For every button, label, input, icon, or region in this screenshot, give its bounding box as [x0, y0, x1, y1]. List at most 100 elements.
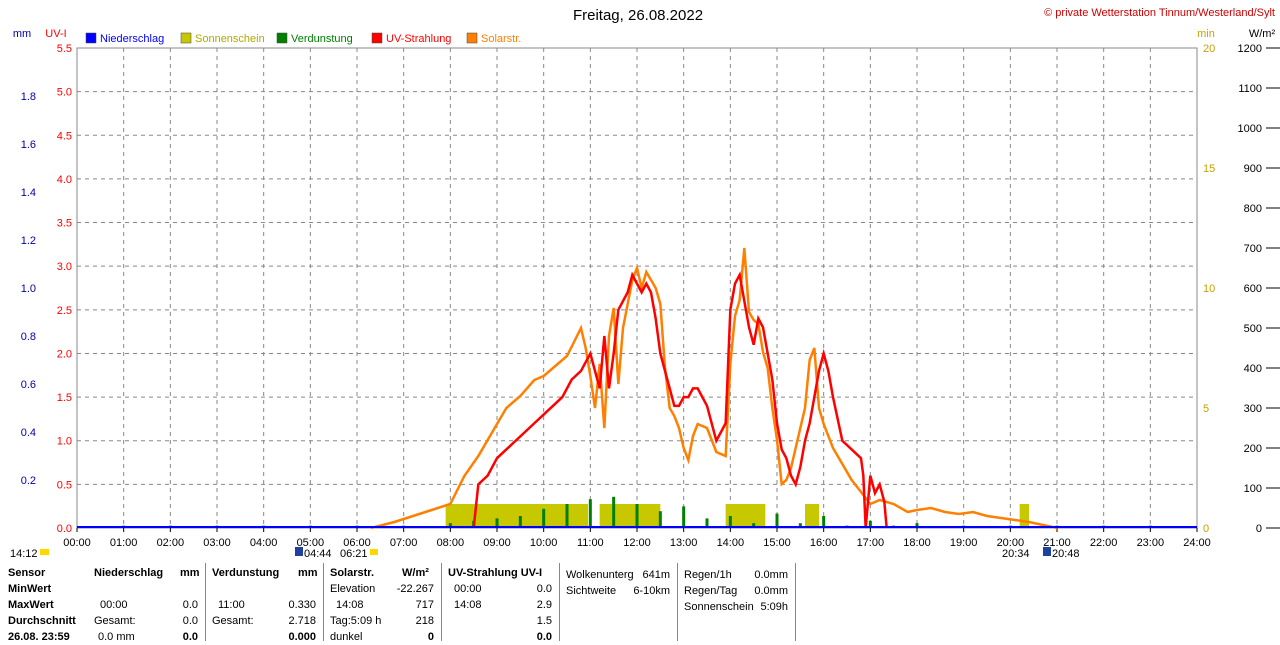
sunrise-icon: [295, 547, 303, 556]
mm-tick-label: 1.8: [21, 91, 36, 103]
uv-tick-label: 2.0: [57, 348, 72, 360]
niederschlag-max-val: 0.0: [182, 599, 198, 611]
sunset1-label: 20:34: [1002, 548, 1030, 560]
verdunstung-column: Verdunstung mm 11:00 0.330 Gesamt: 2.718…: [206, 563, 322, 643]
sunset2-label: 20:48: [1052, 548, 1080, 560]
rain-hour-val: 0.0mm: [754, 569, 788, 581]
legend-label: UV-Strahlung: [386, 33, 451, 45]
sunshine-label: Sonnenschein: [684, 601, 754, 613]
uv-tick-label: 3.5: [57, 218, 72, 230]
sunrise1-label: 04:44: [304, 548, 332, 560]
wm2-tick-label: 600: [1244, 283, 1262, 295]
x-tick-label: 23:00: [1137, 537, 1165, 549]
mm-tick-label: 0.8: [21, 331, 36, 343]
sunset-icon: [1043, 547, 1051, 556]
verdunstung-total-val: 2.718: [288, 615, 316, 627]
wm2-tick-label: 1200: [1238, 43, 1262, 55]
sun-info: 14:12 04:44 06:21 20:34 20:48: [10, 547, 1080, 560]
sunshine-bar: [725, 504, 766, 528]
solar-day-label: Tag:5:09 h: [330, 615, 382, 627]
rain-day-label: Regen/Tag: [684, 585, 738, 597]
solar-elev-label: Elevation: [330, 583, 376, 595]
x-tick-label: 12:00: [623, 537, 651, 549]
row-labels: Sensor MinWert MaxWert Durchschnitt 26.0…: [0, 563, 88, 643]
sunrise-sun-icon: [370, 549, 378, 555]
legend: Niederschlag Sonnenschein Verdunstung UV-St…: [85, 32, 521, 45]
uv-max-val: 2.9: [536, 599, 552, 611]
uv-tick-label: 3.0: [57, 261, 72, 273]
x-tick-label: 14:00: [717, 537, 745, 549]
legend-label: Solarstr.: [481, 33, 521, 45]
unit-uv-label: UV-I: [45, 28, 66, 40]
uv-last-val: 0.0: [536, 631, 552, 643]
solar-max-val: 717: [415, 599, 434, 611]
rain-column: Regen/1h 0.0mm Regen/Tag 0.0mm Sonnensch…: [678, 563, 794, 641]
legend-label: Niederschlag: [100, 33, 164, 45]
x-tick-label: 24:00: [1183, 537, 1211, 549]
legend-swatch: [276, 32, 288, 44]
wm2-tick-label: 100: [1244, 483, 1262, 495]
x-tick-label: 00:00: [63, 537, 91, 549]
verdunstung-last-right: 0.000: [288, 631, 316, 643]
wm2-tick-label: 400: [1244, 363, 1262, 375]
x-tick-label: 19:00: [950, 537, 978, 549]
x-tick-label: 13:00: [670, 537, 698, 549]
visibility-label: Sichtweite: [566, 585, 617, 597]
niederschlag-last-right: 0.0: [182, 631, 198, 643]
wm2-tick-label: 300: [1244, 403, 1262, 415]
wm2-tick-label: 200: [1244, 443, 1262, 455]
solar-elev-val: -22.267: [396, 583, 434, 595]
verdunstung-max-time: 11:00: [218, 599, 245, 611]
solar-column: Solarstr. W/m² Elevation -22.267 14:08 7…: [324, 563, 440, 643]
uv-line: [472, 271, 888, 529]
solar-unit: W/m²: [402, 567, 429, 579]
niederschlag-title: Niederschlag: [94, 567, 164, 579]
mm-tick-label: 1.0: [21, 283, 36, 295]
x-tick-label: 16:00: [810, 537, 838, 549]
uv-column: UV-Strahlung UV-I 00:00 0.0 14:08 2.9 1.…: [442, 563, 558, 643]
cloud-base-label: Wolkenunterg: [566, 569, 634, 581]
wm2-tick-label: 1100: [1238, 83, 1262, 95]
divider: [205, 563, 206, 641]
axes: 00:00 01:00 02:00 03:00 04:00 05:00 06:00 07:00…: [21, 43, 1280, 549]
stats-panel: Sensor MinWert MaxWert Durchschnitt 26.0…: [0, 563, 1280, 643]
niederschlag-last-val: 0.0 mm: [98, 631, 135, 643]
wm2-tick-label: 1000: [1238, 123, 1262, 135]
time-left-label: 14:12: [10, 548, 38, 560]
mm-tick-label: 1.6: [21, 139, 36, 151]
divider: [559, 563, 560, 641]
uv-tick-label: 5.0: [57, 87, 72, 99]
uv-tick-label: 2.5: [57, 305, 72, 317]
x-tick-label: 07:00: [390, 537, 418, 549]
sunshine-bar: [1019, 504, 1029, 528]
unit-mm-label: mm: [13, 28, 31, 40]
uv-tick-label: 1.0: [57, 436, 72, 448]
uv-tick-label: 1.5: [57, 392, 72, 404]
min-tick-label: 5: [1203, 403, 1209, 415]
wm2-tick-label: 0: [1256, 523, 1262, 535]
unit-min-label: min: [1197, 28, 1215, 40]
legend-label: Sonnenschein: [195, 33, 265, 45]
cloud-base-val: 641m: [642, 569, 670, 581]
x-tick-label: 15:00: [763, 537, 791, 549]
sunrise2-label: 06:21: [340, 548, 368, 560]
min-tick-label: 15: [1203, 163, 1215, 175]
label-maxwert: MaxWert: [8, 599, 54, 611]
x-tick-label: 05:00: [297, 537, 325, 549]
wm2-tick-label: 700: [1244, 243, 1262, 255]
uv-title: UV-Strahlung UV-I: [448, 567, 543, 579]
solar-line: [370, 247, 1058, 530]
sunshine-bar: [599, 504, 661, 528]
sunshine-bar: [445, 504, 588, 528]
uv-tick-label: 4.5: [57, 130, 72, 142]
mm-tick-label: 0.6: [21, 379, 36, 391]
solar-dark-label: dunkel: [330, 631, 363, 643]
mm-tick-label: 1.2: [21, 235, 36, 247]
mm-tick-label: 0.4: [21, 427, 36, 439]
legend-swatch: [85, 32, 97, 44]
uv-tick-label: 5.5: [57, 43, 72, 55]
x-tick-label: 21:00: [1043, 537, 1071, 549]
x-tick-label: 01:00: [110, 537, 138, 549]
niederschlag-column: Niederschlag mm 00:00 0.0 Gesamt: 0.0 0.…: [88, 563, 204, 643]
label-last-time: 26.08. 23:59: [8, 631, 70, 643]
